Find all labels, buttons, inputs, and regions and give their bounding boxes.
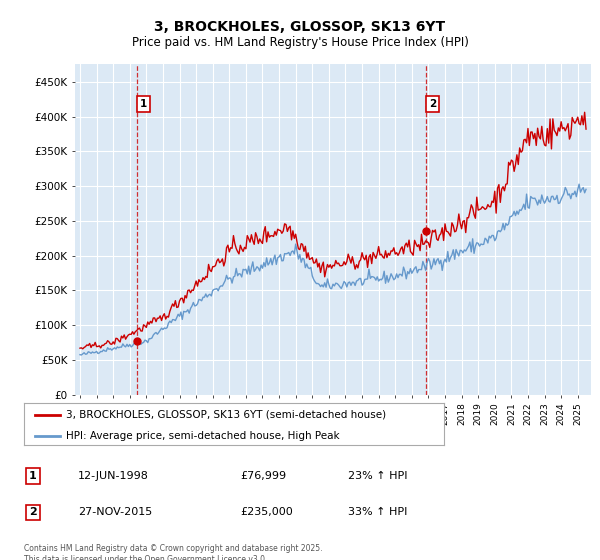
Text: 1: 1 xyxy=(29,471,37,481)
Text: 3, BROCKHOLES, GLOSSOP, SK13 6YT: 3, BROCKHOLES, GLOSSOP, SK13 6YT xyxy=(154,20,446,34)
Text: 33% ↑ HPI: 33% ↑ HPI xyxy=(348,507,407,517)
Text: HPI: Average price, semi-detached house, High Peak: HPI: Average price, semi-detached house,… xyxy=(66,431,340,441)
Text: Contains HM Land Registry data © Crown copyright and database right 2025.
This d: Contains HM Land Registry data © Crown c… xyxy=(24,544,323,560)
Text: 12-JUN-1998: 12-JUN-1998 xyxy=(78,471,149,481)
Text: 23% ↑ HPI: 23% ↑ HPI xyxy=(348,471,407,481)
Text: 3, BROCKHOLES, GLOSSOP, SK13 6YT (semi-detached house): 3, BROCKHOLES, GLOSSOP, SK13 6YT (semi-d… xyxy=(66,410,386,420)
Text: £76,999: £76,999 xyxy=(240,471,286,481)
Text: £235,000: £235,000 xyxy=(240,507,293,517)
Text: 27-NOV-2015: 27-NOV-2015 xyxy=(78,507,152,517)
Text: 2: 2 xyxy=(429,99,436,109)
Text: 1: 1 xyxy=(140,99,147,109)
Text: Price paid vs. HM Land Registry's House Price Index (HPI): Price paid vs. HM Land Registry's House … xyxy=(131,36,469,49)
Text: 2: 2 xyxy=(29,507,37,517)
